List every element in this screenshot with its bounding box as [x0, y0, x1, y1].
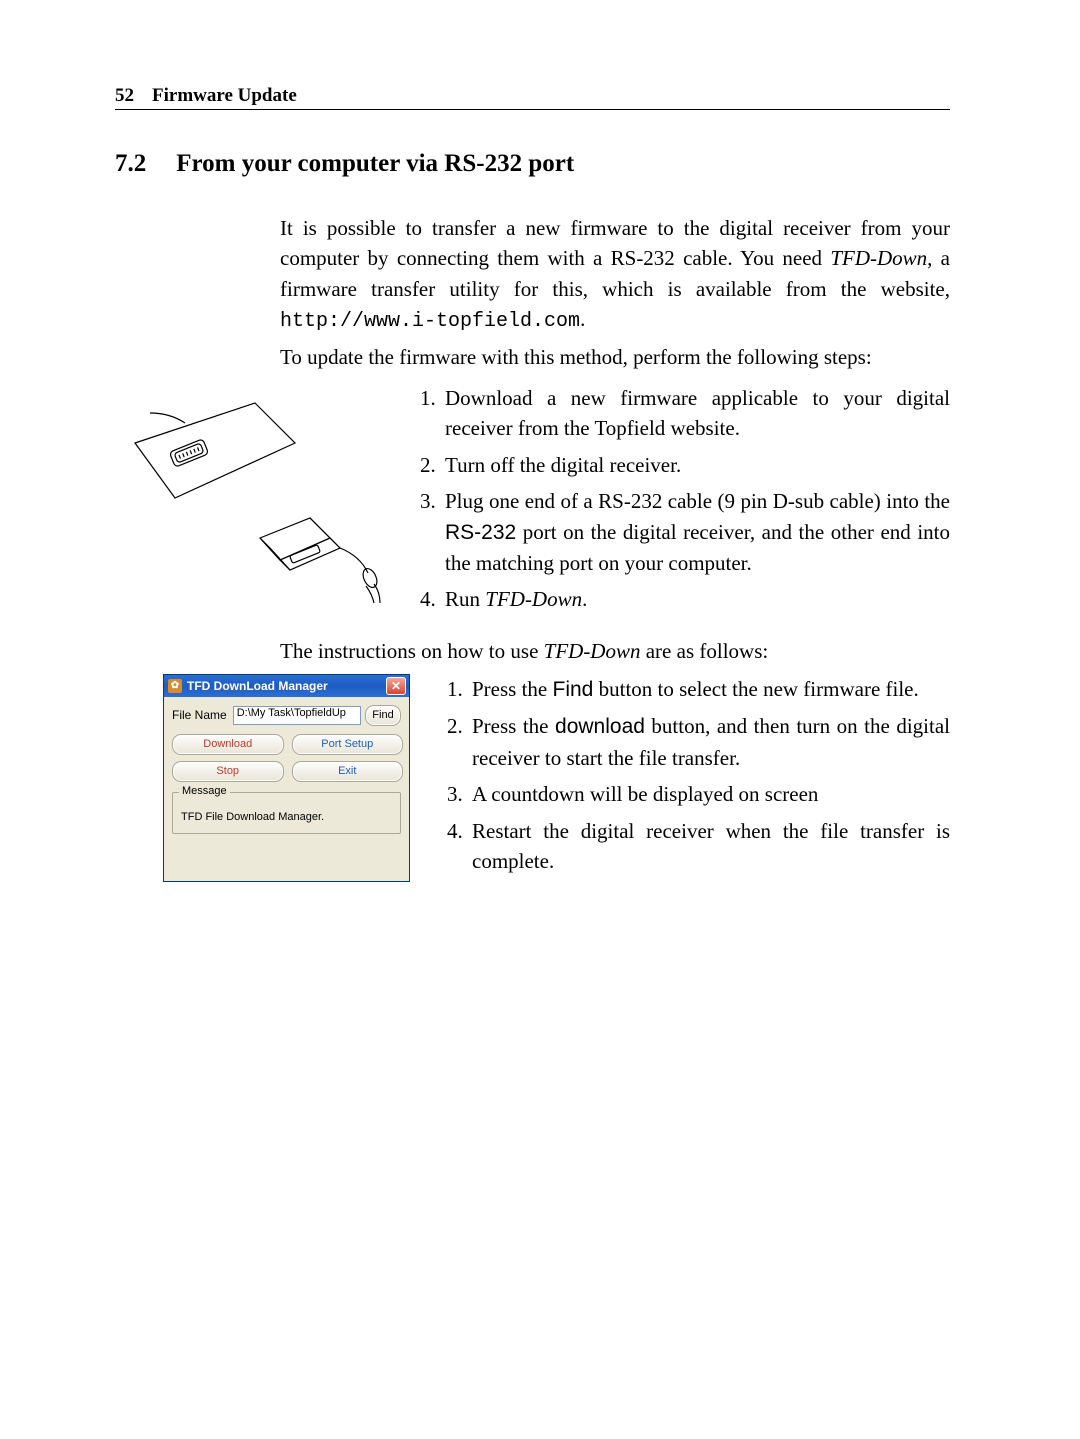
message-box: Message TFD File Download Manager. — [172, 792, 401, 834]
section-title: From your computer via RS-232 port — [176, 150, 574, 178]
step-1: Download a new firmware applicable to yo… — [441, 383, 950, 444]
intro-para-2: To update the firmware with this method,… — [280, 342, 950, 372]
step-3: Plug one end of a RS-232 cable (9 pin D-… — [441, 486, 950, 578]
utility-name: TFD-Down — [830, 246, 927, 270]
titlebar: ✿ TFD DownLoad Manager ✕ — [164, 675, 409, 697]
step-b3: A countdown will be displayed on screen — [468, 779, 950, 809]
text: . — [582, 587, 587, 611]
stop-button[interactable]: Stop — [172, 761, 284, 782]
website-url: http://www.i-topfield.com — [280, 310, 580, 333]
mid-sentence: The instructions on how to use TFD-Down … — [280, 639, 950, 664]
section-number: 7.2 — [115, 150, 146, 178]
intro-para-1: It is possible to transfer a new firmwar… — [280, 213, 950, 336]
step-b1: Press the Find button to select the new … — [468, 674, 950, 705]
text: Press the — [472, 714, 555, 738]
chapter-title: Firmware Update — [152, 85, 297, 107]
running-header: 52 Firmware Update — [115, 85, 950, 110]
text: port on the digital receiver, and the ot… — [445, 520, 950, 575]
step-b4: Restart the digital receiver when the fi… — [468, 816, 950, 877]
utility-name: TFD-Down — [544, 639, 641, 663]
step-2: Turn off the digital receiver. — [441, 450, 950, 480]
utility-name: TFD-Down — [485, 587, 582, 611]
close-icon[interactable]: ✕ — [386, 677, 406, 695]
message-label: Message — [179, 785, 230, 797]
steps-list-a: Download a new firmware applicable to yo… — [415, 383, 950, 621]
filename-input[interactable]: D:\My Task\TopfieldUp — [233, 706, 361, 725]
port-name: RS-232 — [445, 521, 516, 544]
button-name: download — [555, 715, 645, 738]
window-title: TFD DownLoad Manager — [187, 679, 328, 693]
filename-label: File Name — [172, 708, 227, 722]
steps-list-b: Press the Find button to select the new … — [442, 674, 950, 883]
page-number: 52 — [115, 85, 134, 107]
button-name: Find — [553, 678, 594, 701]
text: Press the — [472, 677, 553, 701]
text: . — [580, 307, 585, 331]
text: are as follows: — [640, 639, 768, 663]
tfd-app-window: ✿ TFD DownLoad Manager ✕ File Name D:\My… — [163, 674, 410, 883]
section-heading: 7.2 From your computer via RS-232 port — [115, 150, 950, 178]
message-text: TFD File Download Manager. — [181, 811, 324, 823]
port-setup-button[interactable]: Port Setup — [292, 734, 404, 755]
step-4: Run TFD-Down. — [441, 584, 950, 614]
download-button[interactable]: Download — [172, 734, 284, 755]
rs232-illustration — [115, 383, 395, 613]
exit-button[interactable]: Exit — [292, 761, 404, 782]
text: button to select the new firmware file. — [593, 677, 918, 701]
step-b2: Press the download button, and then turn… — [468, 711, 950, 773]
intro-block: It is possible to transfer a new firmwar… — [280, 213, 950, 373]
app-icon: ✿ — [168, 679, 182, 693]
find-button[interactable]: Find — [365, 705, 401, 726]
text: The instructions on how to use — [280, 639, 544, 663]
text: Plug one end of a RS-232 cable (9 pin D-… — [445, 489, 950, 513]
text: Run — [445, 587, 485, 611]
